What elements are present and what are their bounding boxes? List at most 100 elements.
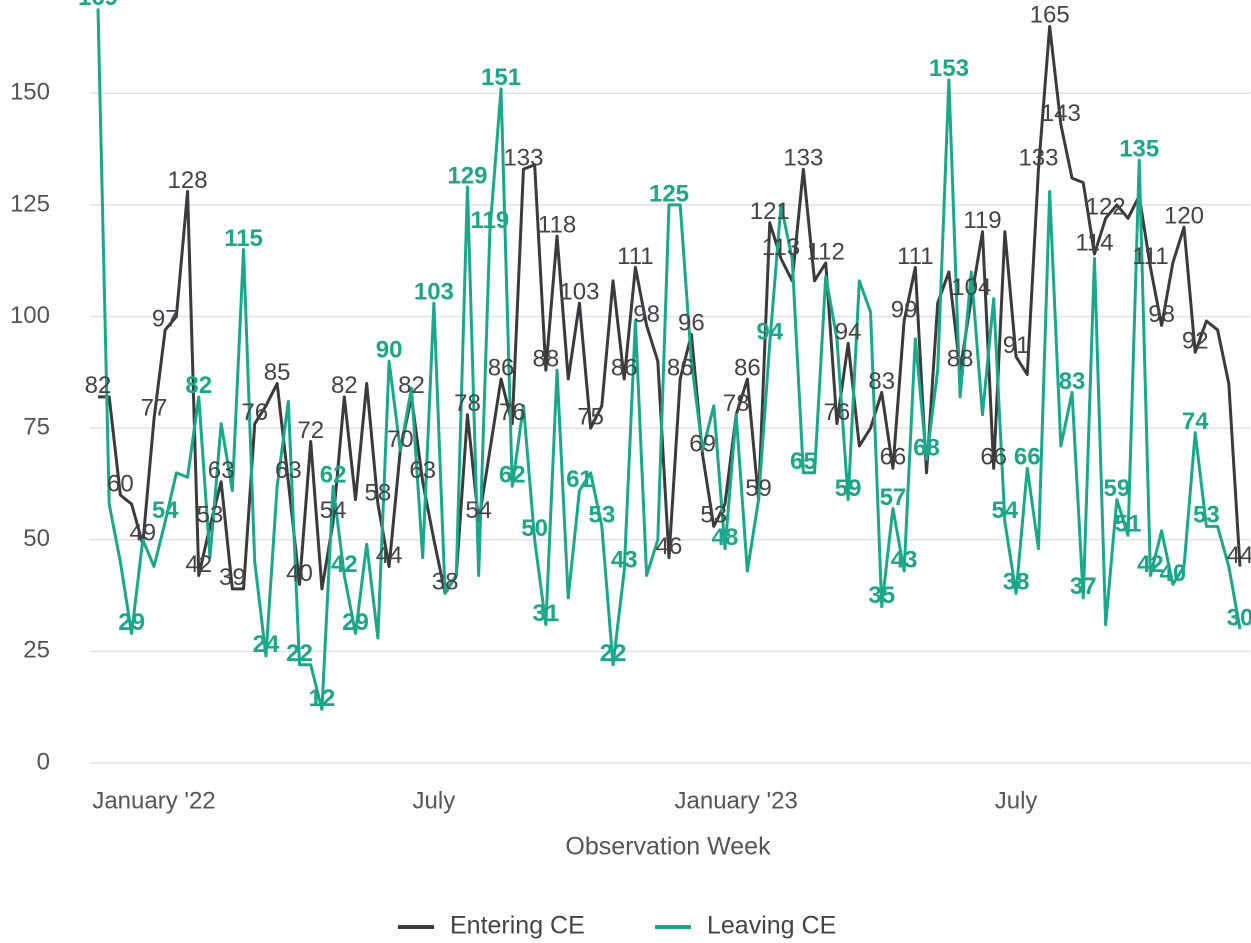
data-label: 53 <box>700 502 727 529</box>
data-label: 129 <box>447 162 487 189</box>
y-tick-label: 150 <box>10 79 50 106</box>
data-label: 125 <box>649 180 689 207</box>
x-tick-label: July <box>995 787 1038 814</box>
data-label: 42 <box>185 551 212 578</box>
y-tick-label: 50 <box>23 525 50 552</box>
data-label: 83 <box>1059 368 1086 395</box>
data-label: 22 <box>286 640 313 667</box>
data-label: 119 <box>471 207 510 234</box>
data-label: 53 <box>588 502 615 529</box>
data-label: 169 <box>78 0 118 11</box>
data-label: 75 <box>577 403 604 430</box>
data-label: 82 <box>398 372 425 399</box>
data-label: 35 <box>868 582 895 609</box>
data-label: 61 <box>566 466 593 493</box>
data-label: 111 <box>897 243 933 270</box>
data-label: 153 <box>929 55 969 82</box>
data-label: 122 <box>1086 194 1126 221</box>
data-label: 90 <box>376 337 403 364</box>
y-tick-label: 125 <box>10 190 50 217</box>
data-label: 151 <box>481 64 521 91</box>
data-label: 62 <box>320 462 347 489</box>
data-label: 85 <box>264 359 291 386</box>
data-label: 38 <box>432 569 459 596</box>
data-label: 53 <box>197 502 224 529</box>
data-label: 44 <box>1227 542 1251 569</box>
data-label: 29 <box>118 609 145 636</box>
data-label: 63 <box>409 457 436 484</box>
data-label: 94 <box>835 319 862 346</box>
data-label: 120 <box>1164 203 1204 230</box>
data-label: 70 <box>387 426 414 453</box>
data-label: 76 <box>499 399 526 426</box>
data-label: 92 <box>1182 328 1209 355</box>
x-tick-label: July <box>413 787 456 814</box>
data-label: 66 <box>980 444 1007 471</box>
data-label: 103 <box>559 278 599 305</box>
y-tick-label: 25 <box>23 637 50 664</box>
data-label: 128 <box>168 167 208 194</box>
data-label: 98 <box>633 301 660 328</box>
data-label: 43 <box>611 546 638 573</box>
x-axis-title: Observation Week <box>565 833 771 861</box>
data-label: 12 <box>309 685 336 712</box>
data-label: 133 <box>1018 145 1058 172</box>
data-label: 69 <box>689 430 716 457</box>
data-label: 91 <box>1003 332 1030 359</box>
data-label: 58 <box>365 479 392 506</box>
data-label: 103 <box>414 278 454 305</box>
data-label: 22 <box>600 640 627 667</box>
data-label: 59 <box>835 475 862 502</box>
series-line <box>98 24 1242 595</box>
data-label: 29 <box>342 609 369 636</box>
data-label: 63 <box>275 457 302 484</box>
data-label: 165 <box>1030 2 1070 29</box>
data-label: 135 <box>1119 136 1159 163</box>
data-label: 48 <box>712 524 739 551</box>
data-label: 133 <box>503 145 543 172</box>
data-label: 66 <box>880 444 907 471</box>
data-label: 86 <box>734 354 761 381</box>
data-label: 42 <box>1137 551 1164 578</box>
data-label: 86 <box>667 354 694 381</box>
data-label: 68 <box>913 435 940 462</box>
data-label: 119 <box>963 207 1001 234</box>
data-label: 72 <box>297 417 324 444</box>
data-label: 43 <box>891 546 918 573</box>
data-label: 76 <box>241 399 268 426</box>
data-label: 82 <box>185 372 212 399</box>
data-label: 78 <box>454 390 481 417</box>
data-label: 66 <box>1014 444 1041 471</box>
data-label: 97 <box>152 305 179 332</box>
data-label: 98 <box>1148 301 1175 328</box>
data-label: 57 <box>880 484 907 511</box>
data-label: 111 <box>617 243 653 270</box>
data-label: 42 <box>331 551 358 578</box>
x-tick-label: January '23 <box>675 787 798 814</box>
data-label: 94 <box>756 319 783 346</box>
data-label: 60 <box>107 470 134 497</box>
data-label: 62 <box>499 462 526 489</box>
data-label: 59 <box>745 475 772 502</box>
data-label: 86 <box>488 354 515 381</box>
data-label: 77 <box>141 395 168 422</box>
data-label: 121 <box>750 198 790 225</box>
series-line <box>96 8 1242 711</box>
data-label: 88 <box>532 345 559 372</box>
data-label: 96 <box>678 310 705 337</box>
data-label: 112 <box>807 238 845 265</box>
legend-label: Leaving CE <box>707 912 836 940</box>
data-label: 44 <box>376 542 403 569</box>
data-label: 46 <box>656 533 683 560</box>
data-label: 74 <box>1182 408 1209 435</box>
data-label: 50 <box>521 515 548 542</box>
data-label: 83 <box>868 368 895 395</box>
data-label: 115 <box>224 225 263 252</box>
y-tick-label: 75 <box>23 413 50 440</box>
data-label: 59 <box>1103 475 1130 502</box>
data-label: 54 <box>992 497 1019 524</box>
data-label: 113 <box>762 234 800 261</box>
x-tick-label: January '22 <box>92 787 215 814</box>
data-label: 24 <box>253 631 280 658</box>
